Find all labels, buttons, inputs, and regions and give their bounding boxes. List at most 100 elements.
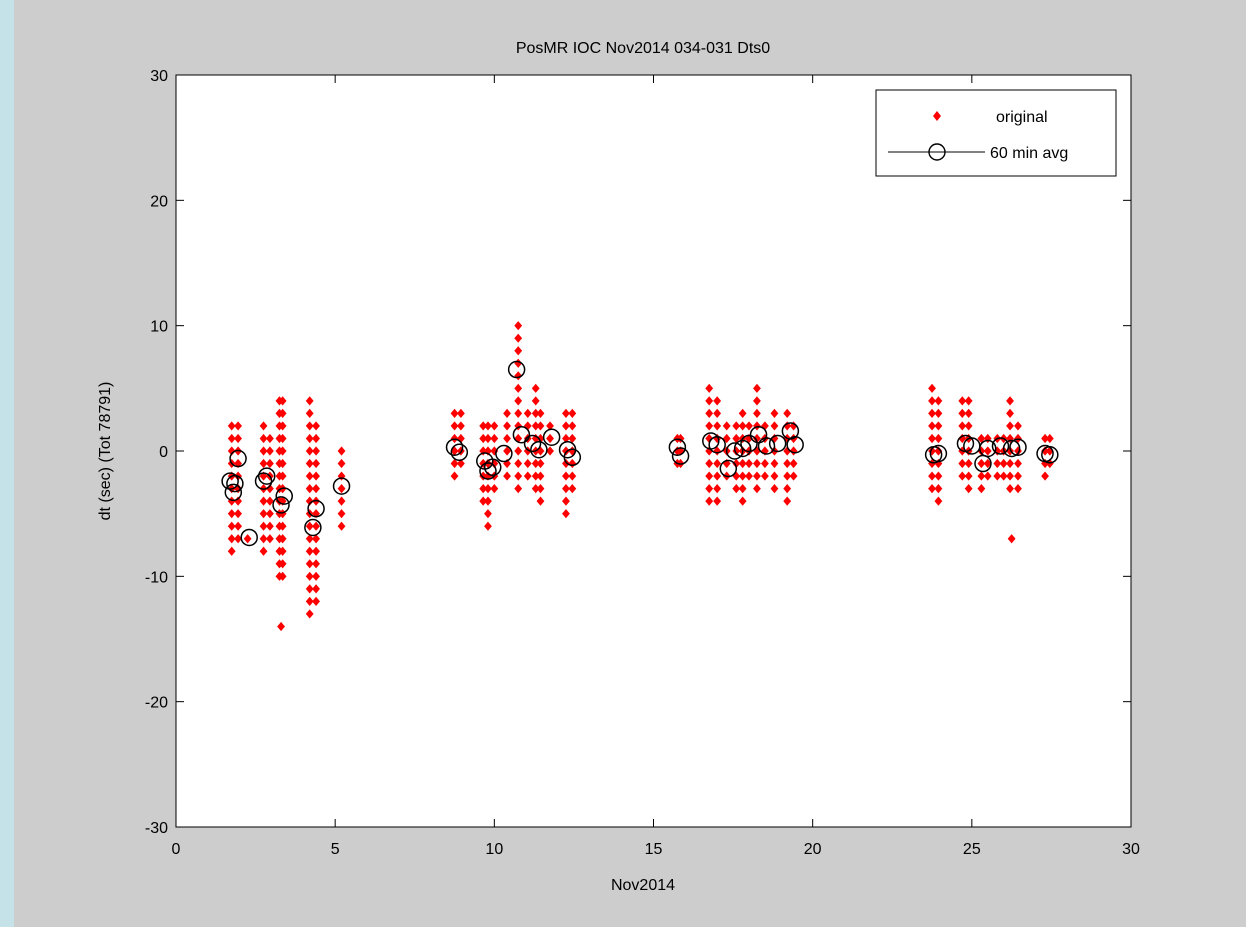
x-tick-label: 15 <box>645 841 663 858</box>
original-point <box>928 471 936 481</box>
original-point <box>490 421 499 431</box>
original-point <box>312 546 320 556</box>
original-point <box>312 571 320 581</box>
original-point <box>745 421 753 431</box>
original-point <box>278 571 287 581</box>
original-point <box>484 509 492 519</box>
original-point <box>503 421 511 431</box>
x-tick-label: 0 <box>172 841 181 858</box>
original-point <box>312 458 320 469</box>
y-tick-label: 10 <box>150 319 168 336</box>
original-point <box>259 433 268 444</box>
avg-point <box>445 438 464 456</box>
original-point <box>713 471 722 481</box>
original-point <box>1014 458 1022 469</box>
original-point <box>531 471 540 481</box>
original-point <box>278 509 287 519</box>
original-point <box>738 484 747 494</box>
original-point <box>705 496 714 506</box>
original-point <box>745 471 753 481</box>
chart-title: PosMR IOC Nov2014 034-031 Dts0 <box>516 40 770 57</box>
original-point <box>234 521 242 531</box>
original-point <box>934 446 943 456</box>
original-point <box>259 458 268 469</box>
original-point <box>753 458 761 469</box>
original-point <box>928 383 936 393</box>
original-point <box>227 433 236 444</box>
original-point <box>278 396 287 406</box>
original-point <box>738 408 747 418</box>
original-point <box>934 484 943 494</box>
original-point <box>934 408 943 418</box>
original-point <box>305 484 314 494</box>
original-point <box>305 496 314 506</box>
original-point <box>562 408 570 418</box>
original-point <box>227 496 236 506</box>
original-point <box>450 433 459 444</box>
avg-point <box>507 360 526 379</box>
original-point <box>305 458 314 469</box>
original-point <box>227 421 236 431</box>
original-point <box>1006 408 1014 418</box>
original-point <box>523 471 532 481</box>
original-point <box>456 421 465 431</box>
original-point <box>234 433 242 444</box>
original-point <box>531 383 540 393</box>
original-point <box>484 496 492 506</box>
original-point <box>337 496 346 506</box>
original-point <box>312 584 320 594</box>
avg-point <box>929 444 948 463</box>
original-point <box>783 446 792 456</box>
original-point <box>562 433 570 444</box>
avg-point <box>671 447 690 465</box>
avg-point <box>254 472 273 490</box>
original-point <box>536 496 545 506</box>
original-point <box>1014 471 1022 481</box>
original-point <box>503 446 511 456</box>
avg-point <box>332 477 351 495</box>
original-point <box>531 396 540 406</box>
original-point <box>305 546 314 556</box>
window-edge-strip <box>0 0 14 927</box>
original-point <box>753 383 761 393</box>
original-point <box>783 458 792 469</box>
original-point <box>562 421 570 431</box>
avg-point <box>1009 438 1027 456</box>
original-point <box>514 484 523 494</box>
original-point <box>305 584 314 594</box>
original-point <box>450 408 459 418</box>
x-tick-label: 20 <box>804 841 822 858</box>
x-tick-label: 25 <box>963 841 981 858</box>
original-point <box>227 521 236 531</box>
original-point <box>722 421 731 431</box>
original-point <box>713 446 722 456</box>
y-tick-label: 0 <box>159 444 168 461</box>
original-point <box>312 433 320 444</box>
original-point <box>312 421 320 431</box>
original-point <box>278 471 287 481</box>
original-point <box>312 471 320 481</box>
original-point <box>514 321 523 331</box>
avg-point <box>733 439 752 458</box>
original-point <box>312 534 320 544</box>
original-point <box>713 408 722 418</box>
original-point <box>484 433 492 444</box>
original-point <box>789 471 798 481</box>
avg-point <box>226 474 244 493</box>
original-point <box>546 421 554 431</box>
avg-point <box>512 425 531 444</box>
original-point <box>450 458 459 469</box>
original-point <box>964 421 973 431</box>
original-point <box>514 471 523 481</box>
original-point <box>305 421 314 431</box>
y-tick-label: -30 <box>145 820 168 837</box>
original-point <box>732 433 741 444</box>
original-point <box>479 496 488 506</box>
original-point <box>337 446 346 456</box>
original-point <box>312 521 320 531</box>
original-point <box>484 471 492 481</box>
original-point <box>531 484 540 494</box>
original-point <box>278 496 287 506</box>
original-point <box>450 421 459 431</box>
original-point <box>568 433 577 444</box>
